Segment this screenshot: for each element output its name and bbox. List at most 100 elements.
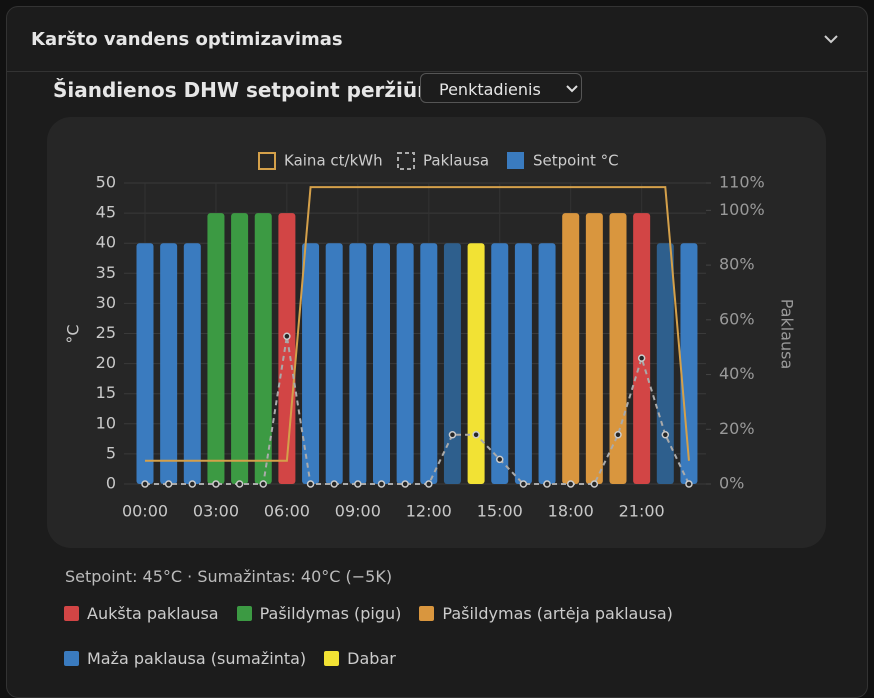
point	[212, 480, 220, 488]
legend-swatch	[258, 152, 276, 170]
bar	[680, 243, 698, 484]
line	[145, 336, 690, 485]
line	[145, 186, 690, 462]
bar	[562, 213, 580, 484]
point	[235, 480, 244, 488]
collapse-icon[interactable]	[823, 33, 839, 45]
legend-item: Dabar	[324, 648, 396, 669]
y-tick-label: 50	[96, 173, 116, 192]
chart: 0 5 10 15 20 25 30 35 40 45 50 0% 20% 40% 60% 80% 100% 11…	[64, 152, 797, 521]
legend-swatch	[324, 651, 340, 666]
bar	[254, 213, 272, 484]
point	[377, 480, 386, 488]
point	[259, 480, 267, 488]
y2-tick-label: 40%	[719, 364, 755, 383]
section-title: Šiandienos DHW setpoint peržiūra	[53, 78, 441, 102]
y-tick-label: 40	[96, 233, 116, 252]
legend-swatch	[397, 152, 415, 170]
summary: Setpoint: 45°C · Sumažintas: 40°C (−5K)	[65, 567, 393, 586]
y2-tick-label: 100%	[719, 200, 765, 219]
point	[590, 480, 599, 488]
bar	[491, 243, 509, 484]
y2-tick-label: 60%	[719, 309, 755, 328]
point	[519, 480, 528, 488]
y-tick-label: 10	[96, 413, 116, 432]
legend-label: Maža paklausa (sumažinta)	[87, 649, 307, 668]
bar	[278, 213, 296, 484]
select-arrow	[566, 85, 578, 93]
x-tick-label: 12:00	[406, 502, 452, 521]
color-legend: Aukšta paklausa Pašildymas (pigu) Pašildym…	[64, 603, 684, 669]
x-tick-label: 00:00	[122, 502, 168, 521]
point	[401, 480, 409, 488]
y-axis-label: °C	[64, 324, 83, 343]
bar	[420, 243, 438, 484]
legend-swatch	[419, 606, 435, 621]
legend-label: Pašildymas (artėja paklausa)	[442, 604, 673, 623]
y2-tick-label: 80%	[719, 255, 755, 274]
legend-item: Pašildymas (pigu)	[236, 603, 402, 624]
legend-item: Aukšta paklausa	[64, 603, 219, 624]
bar	[467, 243, 485, 484]
point	[306, 480, 315, 488]
point	[283, 332, 291, 340]
day-select[interactable]: Penktadienis	[420, 73, 582, 103]
bar	[538, 243, 556, 484]
bar	[302, 243, 320, 484]
y-tick-label: 0	[106, 474, 116, 493]
legend-swatch	[64, 651, 79, 666]
y2-axis-label: Paklausa	[778, 299, 797, 370]
y-tick-label: 25	[96, 323, 116, 342]
bar	[207, 213, 225, 484]
y-tick-label: 30	[96, 293, 116, 312]
x-tick-label: 21:00	[619, 502, 665, 521]
x-tick-label: 06:00	[264, 502, 310, 521]
point	[496, 455, 504, 464]
point	[566, 480, 575, 488]
point	[330, 480, 338, 488]
point	[141, 480, 149, 488]
bar	[136, 243, 154, 484]
bar	[609, 213, 627, 484]
point	[448, 430, 457, 439]
legend-label: Pašildymas (pigu)	[259, 604, 402, 623]
y-tick-label: 35	[96, 263, 116, 282]
bar	[443, 243, 461, 484]
y2-tick-label: 110%	[719, 173, 765, 192]
point	[637, 354, 646, 362]
legend-item: Pašildymas (artėja paklausa)	[419, 603, 673, 624]
point	[188, 480, 197, 488]
legend-label: Kaina ct/kWh	[284, 152, 383, 170]
bar	[160, 243, 178, 484]
bar	[349, 243, 367, 484]
legend-swatch	[507, 152, 524, 169]
legend-label: Paklausa	[423, 152, 489, 170]
point	[685, 480, 693, 488]
y-tick-label: 15	[96, 383, 116, 402]
y2-tick-label: 20%	[719, 419, 755, 438]
card-header[interactable]: Karšto vandens optimizavimas	[7, 7, 867, 72]
select-value: Penktadienis	[439, 80, 541, 99]
point	[472, 430, 480, 439]
x-tick-label: 15:00	[477, 502, 523, 521]
x-tick-label: 03:00	[193, 502, 239, 521]
bar	[396, 243, 414, 484]
y-tick-label: 20	[96, 353, 116, 372]
point	[543, 480, 551, 488]
x-tick-label: 18:00	[548, 502, 594, 521]
card-title: Karšto vandens optimizavimas	[31, 29, 343, 50]
point	[354, 480, 362, 488]
y2-tick-label: 0%	[719, 474, 744, 493]
bar	[633, 213, 651, 484]
y-tick-label: 5	[106, 443, 116, 462]
legend-label: Aukšta paklausa	[87, 604, 219, 623]
y-tick-label: 45	[96, 203, 116, 222]
bar	[325, 243, 343, 484]
point	[614, 430, 622, 439]
legend-label: Dabar	[347, 649, 396, 668]
legend-swatch	[236, 606, 252, 621]
bar	[183, 243, 201, 484]
legend-label: Setpoint °C	[533, 152, 619, 170]
x-tick-label: 09:00	[335, 502, 381, 521]
point	[164, 480, 173, 488]
